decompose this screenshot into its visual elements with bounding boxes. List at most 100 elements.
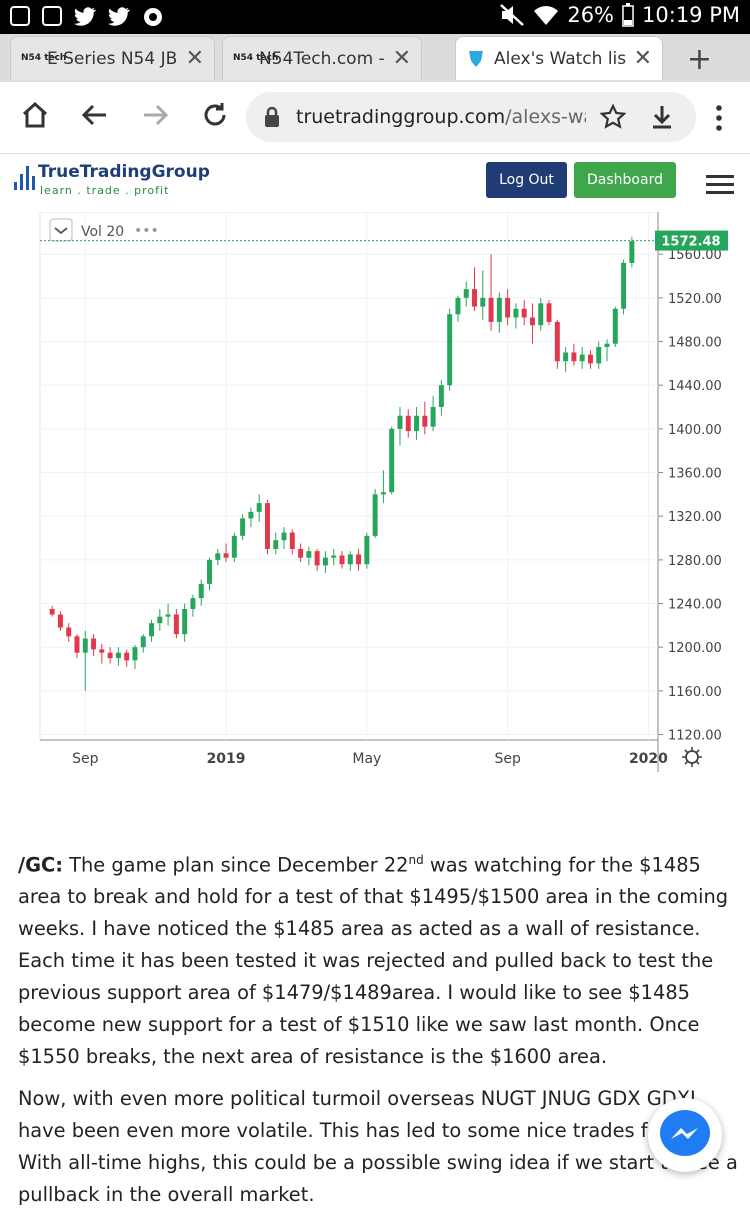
candle — [546, 300, 552, 326]
candle-body — [91, 638, 97, 650]
tab-n54tech[interactable]: N54 tech N54Tech.com - Ir ✕ — [222, 36, 422, 80]
link-icon — [144, 8, 162, 26]
candle-body — [372, 494, 378, 536]
more-options-icon[interactable]: ••• — [134, 223, 159, 239]
indicator-label: Vol 20 — [81, 224, 124, 240]
candle-body — [521, 308, 527, 318]
reload-icon[interactable] — [200, 100, 230, 130]
battery-percent: 26% — [567, 3, 615, 27]
candle — [447, 308, 453, 391]
candle-body — [66, 627, 72, 637]
y-tick-label: 1440.00 — [668, 379, 722, 394]
candle — [364, 532, 370, 569]
dashboard-button[interactable]: Dashboard — [574, 162, 676, 198]
candle-body — [405, 415, 411, 432]
candle — [289, 529, 295, 555]
last-price-marker: 1572.48 — [40, 230, 728, 251]
candle-body — [306, 551, 312, 558]
close-icon[interactable]: ✕ — [633, 46, 652, 71]
y-tick-label: 1320.00 — [668, 510, 722, 525]
ticker-label: /GC: — [18, 853, 63, 877]
candle-body — [124, 652, 130, 661]
candle-body — [331, 555, 337, 558]
overflow-menu-icon[interactable] — [714, 104, 724, 132]
tab-alexs-watch-list[interactable]: Alex's Watch list ✕ — [455, 36, 663, 80]
close-icon[interactable]: ✕ — [392, 46, 411, 71]
y-tick-label: 1520.00 — [668, 292, 722, 307]
forward-arrow-icon[interactable] — [140, 100, 170, 130]
candle — [389, 426, 395, 495]
hamburger-menu-icon[interactable] — [706, 175, 734, 199]
candle-body — [165, 614, 171, 617]
candle-body — [488, 297, 494, 322]
candle-body — [513, 308, 519, 318]
clock: 10:19 PM — [642, 3, 740, 27]
chart-settings-icon[interactable] — [682, 747, 702, 767]
candle-body — [629, 241, 635, 263]
logout-button[interactable]: Log Out — [486, 162, 567, 198]
logo-bars-icon — [14, 164, 35, 190]
system-indicators: 26% 10:19 PM — [499, 3, 740, 27]
url-path: /alexs-watc — [505, 106, 586, 128]
lock-icon[interactable] — [264, 106, 280, 128]
candle-body — [231, 535, 237, 558]
candle — [207, 557, 212, 591]
chart-canvas[interactable]: 1560.00 1520.00 1480.00 1440.00 1400.00 1360.… — [34, 212, 734, 778]
candle — [223, 543, 229, 563]
candle-body — [596, 347, 602, 364]
close-icon[interactable]: ✕ — [185, 46, 204, 71]
url-field[interactable]: truetradinggroup.com/alexs-watc — [246, 92, 696, 142]
shield-favicon-icon — [469, 50, 483, 67]
mute-icon — [500, 4, 525, 26]
price-chart[interactable]: 1560.00 1520.00 1480.00 1440.00 1400.00 1360.… — [34, 212, 734, 778]
candle — [264, 499, 270, 555]
candle — [397, 407, 403, 446]
back-arrow-icon[interactable] — [80, 100, 110, 130]
candle — [115, 647, 121, 666]
instagram-icon — [10, 6, 30, 26]
candle-body — [505, 297, 511, 318]
candle — [604, 339, 610, 362]
url-domain: truetradinggroup.com — [296, 106, 506, 128]
messenger-chat-button[interactable] — [648, 1098, 722, 1172]
article-body: /GC: The game plan since December 22nd w… — [18, 844, 738, 1221]
new-tab-plus-icon[interactable]: + — [686, 42, 712, 77]
candle-body — [438, 385, 444, 408]
candle — [356, 548, 362, 571]
status-bar: 26% 10:19 PM — [0, 0, 750, 34]
candle-body — [339, 555, 345, 565]
candle-body — [273, 540, 279, 549]
candle-body — [157, 616, 163, 624]
n54tech-favicon: N54 tech — [21, 53, 67, 63]
candle — [198, 579, 204, 606]
candle — [99, 643, 105, 664]
candle — [182, 603, 188, 642]
home-icon[interactable] — [20, 100, 50, 130]
download-icon[interactable] — [650, 104, 674, 130]
candle-body — [389, 428, 395, 493]
candle — [571, 343, 577, 366]
tab-label: E Series N54 JB4 — [47, 48, 178, 69]
x-tick-label: May — [352, 751, 381, 767]
candle — [331, 548, 337, 566]
candle — [621, 259, 627, 315]
candle — [405, 409, 411, 438]
collapse-legend-button[interactable] — [49, 218, 73, 242]
candle-body — [264, 503, 270, 549]
candle — [339, 551, 345, 569]
candle-body — [364, 535, 370, 565]
tab-label: Alex's Watch list — [494, 48, 626, 69]
candle — [472, 267, 477, 311]
candle-body — [281, 532, 287, 541]
tab-e-series[interactable]: N54 tech E Series N54 JB4 ✕ — [10, 36, 215, 80]
candle — [438, 379, 444, 416]
candle-body — [198, 583, 204, 599]
logo-title[interactable]: TrueTradingGroup — [38, 162, 210, 182]
candle-body — [621, 262, 627, 309]
tab-strip: N54 tech E Series N54 JB4 ✕ N54 tech N54… — [0, 34, 750, 82]
candle-body — [215, 553, 221, 560]
plot-border — [39, 212, 659, 741]
star-icon[interactable] — [600, 104, 626, 130]
candle — [256, 494, 262, 522]
candle — [480, 270, 486, 320]
